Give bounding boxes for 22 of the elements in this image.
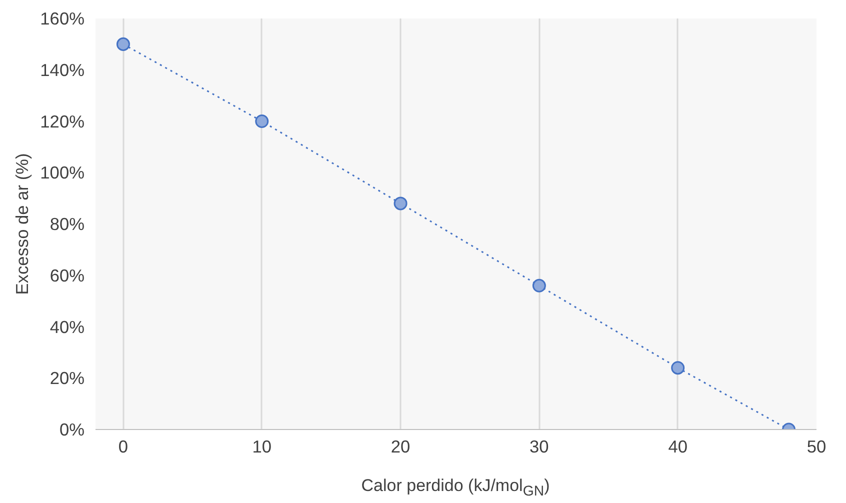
x-tick-label: 10 — [252, 436, 272, 456]
x-tick-label: 40 — [668, 436, 688, 456]
point — [255, 114, 269, 128]
x-tick-label: 20 — [390, 436, 410, 456]
x-tick-label: 30 — [530, 436, 549, 456]
y-tick-label: 100% — [40, 162, 85, 183]
y-axis-title: Excesso de ar (%) — [12, 153, 32, 295]
x-tick-label: 0 — [118, 436, 128, 456]
y-tick-label: 140% — [40, 60, 85, 80]
y-tick-label: 20% — [50, 368, 85, 388]
x-tick-label: 50 — [806, 436, 826, 456]
y-tick-label: 160% — [40, 8, 85, 28]
y-tick-label: 120% — [40, 111, 85, 132]
point — [671, 361, 685, 375]
point — [394, 196, 408, 210]
point — [532, 278, 546, 292]
y-tick-label: 0% — [59, 420, 84, 440]
y-tick-label: 80% — [50, 214, 85, 234]
y-tick-label: 60% — [50, 265, 85, 286]
y-tick-label: 40% — [50, 316, 85, 337]
x-axis-title: Calor perdido (kJ/mol$_{GN}$) — [361, 475, 550, 502]
point — [116, 37, 130, 51]
